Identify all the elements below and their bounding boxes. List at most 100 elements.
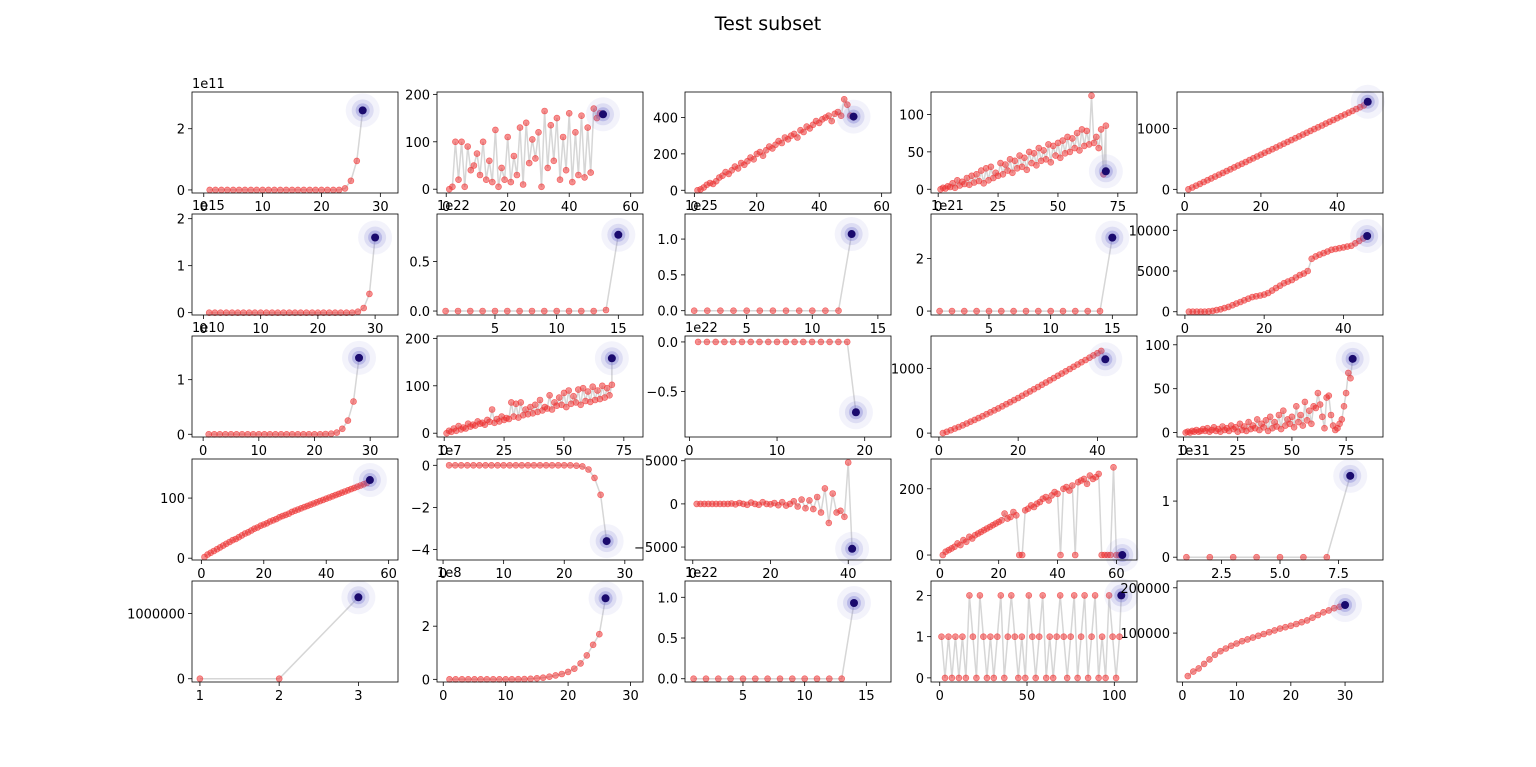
axis-offset-label: 1e22 xyxy=(685,566,718,581)
data-point xyxy=(1255,632,1262,640)
data-point xyxy=(360,304,368,312)
x-tick-label: 0 xyxy=(440,444,448,459)
subplot-3: 0 20 40 60 0 200 400 xyxy=(653,91,892,215)
data-point xyxy=(560,461,568,469)
data-point xyxy=(1265,628,1273,636)
data-point xyxy=(216,430,224,438)
x-tick-label: 100 xyxy=(1102,689,1127,704)
data-point xyxy=(1105,592,1113,599)
data-point xyxy=(756,338,763,346)
data-point xyxy=(458,675,466,683)
target-point xyxy=(1101,355,1110,364)
data-point xyxy=(522,119,530,127)
data-point xyxy=(1042,156,1050,163)
series-line xyxy=(209,110,364,191)
data-point xyxy=(277,430,285,438)
data-point xyxy=(955,674,963,682)
data-point xyxy=(451,461,459,469)
series-line xyxy=(199,596,359,680)
x-tick-label: 20 xyxy=(990,567,1007,582)
data-point xyxy=(1014,674,1022,682)
data-point xyxy=(1190,668,1197,675)
data-point xyxy=(802,504,809,512)
data-point xyxy=(1275,411,1283,419)
x-tick-label: 0 xyxy=(442,200,450,215)
data-point xyxy=(324,186,331,194)
data-point xyxy=(244,430,251,438)
data-point xyxy=(998,516,1005,524)
data-point xyxy=(1022,307,1030,315)
data-point xyxy=(1306,407,1313,415)
data-point xyxy=(322,430,329,438)
x-tick-label: 0 xyxy=(935,444,943,459)
x-tick-label: 15 xyxy=(858,689,875,704)
subplot-9: 5 10 15 0 2 1e21 xyxy=(916,199,1138,337)
data-point xyxy=(288,186,296,194)
data-point xyxy=(764,338,772,346)
data-point xyxy=(1286,420,1294,428)
axis-offset-label: 1e21 xyxy=(931,199,964,214)
data-point xyxy=(548,461,556,469)
data-point xyxy=(1319,413,1326,421)
data-point xyxy=(703,307,711,315)
data-point xyxy=(476,171,484,179)
data-point xyxy=(253,186,261,194)
y-tick-label: 100 xyxy=(1145,339,1170,354)
axes-frame xyxy=(191,335,399,438)
target-point xyxy=(849,598,858,607)
y-tick-label: 100 xyxy=(899,108,924,123)
y-tick-label: 0 xyxy=(1162,306,1170,321)
data-point xyxy=(196,675,204,683)
data-point xyxy=(1080,475,1088,483)
data-point xyxy=(997,307,1005,315)
x-tick-label: 25 xyxy=(496,444,513,459)
x-tick-label: 60 xyxy=(1108,567,1125,582)
data-point xyxy=(983,674,991,682)
data-point xyxy=(276,186,284,194)
data-point xyxy=(550,157,558,165)
data-point xyxy=(461,183,469,191)
series-line xyxy=(939,237,1114,312)
data-point xyxy=(952,633,959,641)
axis-offset-label: 1e22 xyxy=(437,199,470,214)
y-tick-label: 0 xyxy=(422,459,430,474)
x-tick-label: 25 xyxy=(990,200,1007,215)
data-point xyxy=(593,114,601,122)
axis-offset-label: 1e11 xyxy=(192,77,225,92)
data-point xyxy=(1280,407,1287,415)
data-point xyxy=(1083,480,1091,488)
y-tick-label: 0.5 xyxy=(657,269,678,284)
subplot-5: 0 20 40 0 1000 xyxy=(1137,84,1385,215)
data-point xyxy=(980,633,987,641)
data-point xyxy=(1102,122,1110,129)
data-point xyxy=(473,150,481,157)
data-point xyxy=(1320,608,1327,616)
axis-offset-label: 1e31 xyxy=(1177,444,1210,459)
data-point xyxy=(714,675,722,683)
data-point xyxy=(1054,490,1061,498)
data-point xyxy=(449,183,456,191)
y-tick-label: 1000000 xyxy=(127,608,185,623)
x-tick-label: 20 xyxy=(499,200,516,215)
data-point xyxy=(1316,401,1324,408)
data-point xyxy=(1314,611,1322,619)
data-point xyxy=(235,186,243,194)
data-point xyxy=(595,630,603,638)
data-point xyxy=(1342,389,1350,397)
data-point xyxy=(591,474,598,482)
data-point xyxy=(556,176,564,183)
data-point xyxy=(788,675,796,683)
subplot-19: 0 20 40 60 0 200 xyxy=(899,458,1140,582)
data-point xyxy=(1053,633,1060,641)
x-tick-label: 75 xyxy=(616,444,633,459)
data-point xyxy=(1035,307,1042,315)
target-point xyxy=(1363,231,1372,240)
y-tick-label: 0 xyxy=(916,305,924,320)
axis-offset-label: 1e7 xyxy=(437,444,462,459)
y-tick-label: 0.5 xyxy=(657,632,678,647)
data-point xyxy=(1066,148,1074,156)
data-point xyxy=(495,183,502,191)
data-point xyxy=(565,387,573,394)
y-tick-label: 0 xyxy=(177,673,185,688)
data-point xyxy=(727,675,734,683)
